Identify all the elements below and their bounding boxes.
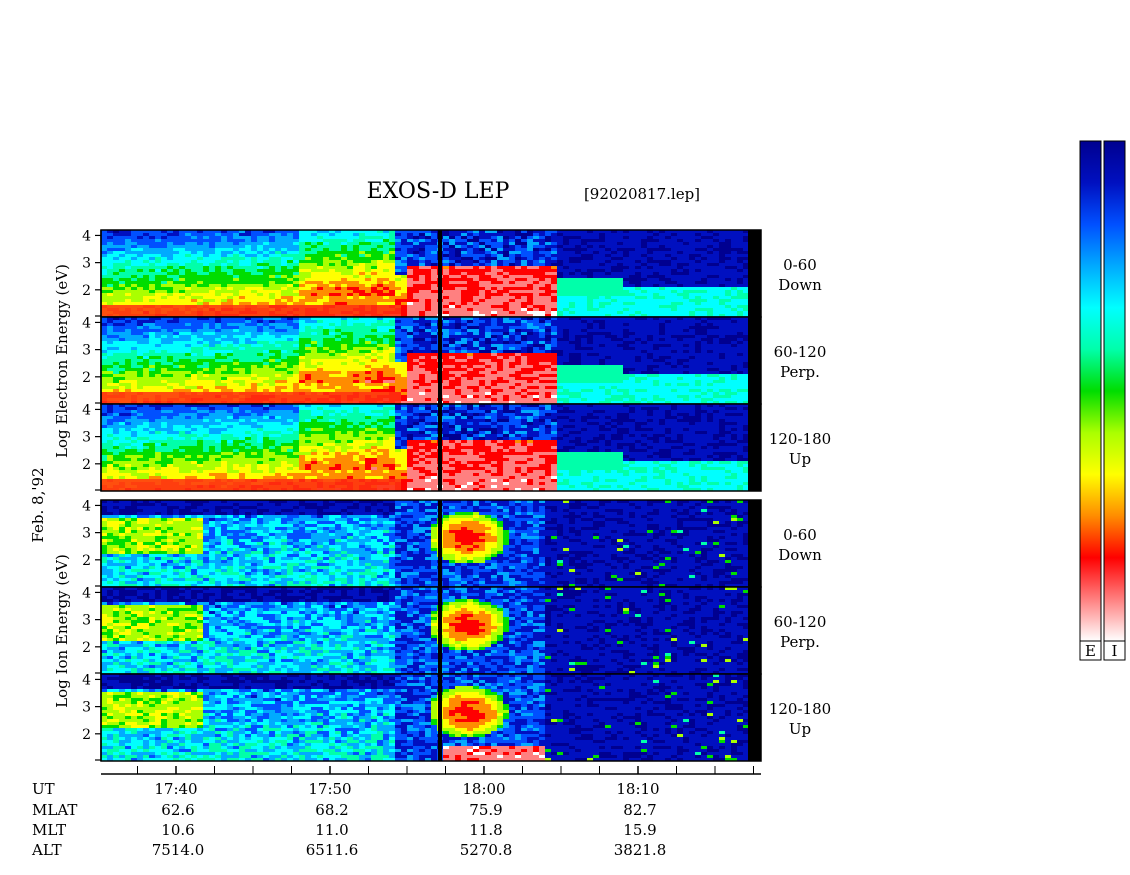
no-data-strip <box>748 404 761 491</box>
no-data-strip <box>748 230 761 317</box>
spectrogram-panel-1 <box>100 229 762 318</box>
ephemeris-value: 82.7 <box>623 801 656 819</box>
pitch-range-label: 60-120 <box>774 613 827 631</box>
ephemeris-row-label: MLAT <box>32 801 77 819</box>
no-data-strip <box>748 674 761 761</box>
colorbar-E: E <box>1079 140 1102 661</box>
spectrogram-panel-5 <box>100 586 762 675</box>
x-tick-label: 17:40 <box>154 780 197 798</box>
ephemeris-value: 75.9 <box>469 801 502 819</box>
no-data-strip <box>748 317 761 404</box>
ephemeris-value: 6511.6 <box>306 841 359 859</box>
pitch-range-label: 120-180 <box>769 430 831 448</box>
spectrogram-panel-2 <box>100 316 762 405</box>
data-gap-line <box>438 230 442 317</box>
colorbar-I: I <box>1103 140 1126 661</box>
ephemeris-value: 62.6 <box>161 801 194 819</box>
ephemeris-table: UT 17:40 17:50 18:00 18:10 MLAT 62.6 68.2 75.9 82… <box>31 780 666 859</box>
y-tick-label: 3 <box>82 256 91 272</box>
y-axis-2: 2 3 4 <box>82 315 102 404</box>
x-ticks <box>137 766 754 774</box>
file-name: [92020817.lep] <box>584 185 700 203</box>
low-energy-band <box>101 392 401 404</box>
colorbar-label: E <box>1085 642 1096 660</box>
pitch-direction-label: Perp. <box>780 633 820 651</box>
y-tick-label: 3 <box>82 700 91 716</box>
no-data-strip <box>748 587 761 674</box>
data-gap-line <box>438 587 442 674</box>
y-axis-5: 2 3 4 <box>82 585 102 674</box>
y-tick-label: 3 <box>82 613 91 629</box>
y-tick-label: 4 <box>82 315 91 331</box>
y-tick-label: 2 <box>82 370 91 386</box>
ephemeris-value: 68.2 <box>315 801 348 819</box>
pitch-direction-label: Up <box>789 450 811 468</box>
y-tick-label: 2 <box>82 283 91 299</box>
low-energy-band <box>101 479 401 491</box>
y-tick-label: 3 <box>82 526 91 542</box>
y-axis-1: 2 3 4 <box>82 228 102 317</box>
x-tick-label: 18:10 <box>616 780 659 798</box>
ephemeris-row-label: ALT <box>31 841 62 859</box>
y-axis-6: 2 3 4 <box>82 672 102 761</box>
ephemeris-row-label: UT <box>32 780 55 798</box>
pitch-direction-label: Down <box>778 276 822 294</box>
electron-axis-label: Log Electron Energy (eV) <box>53 264 71 458</box>
no-data-strip <box>748 500 761 587</box>
colorbar-gradient <box>1103 140 1126 642</box>
pitch-range-label: 60-120 <box>774 343 827 361</box>
ephemeris-value: 5270.8 <box>460 841 513 859</box>
y-tick-label: 2 <box>82 553 91 569</box>
x-tick-label: 17:50 <box>308 780 351 798</box>
ephemeris-value: 10.6 <box>161 821 194 839</box>
pitch-direction-label: Perp. <box>780 363 820 381</box>
colorbar-label-box <box>1079 640 1102 661</box>
spectrogram-panel-4 <box>100 499 762 588</box>
colorbar-label: I <box>1112 642 1118 660</box>
colorbar-gradient <box>1079 140 1102 642</box>
y-tick-label: 2 <box>82 727 91 743</box>
ephemeris-value: 11.8 <box>469 821 502 839</box>
y-tick-label: 2 <box>82 640 91 656</box>
y-tick-label: 2 <box>82 457 91 473</box>
spectrogram-panel-6 <box>100 673 762 762</box>
y-tick-label: 3 <box>82 430 91 446</box>
panels <box>100 229 762 762</box>
y-tick-label: 4 <box>82 498 91 514</box>
spectrogram-panel-3 <box>100 403 762 492</box>
y-tick-label: 4 <box>82 672 91 688</box>
low-energy-band <box>101 305 401 317</box>
data-gap-line <box>438 500 442 587</box>
colorbar-label-box <box>1103 640 1126 661</box>
x-tick-label: 18:00 <box>462 780 505 798</box>
ephemeris-row-label: MLT <box>32 821 66 839</box>
ephemeris-value: 15.9 <box>623 821 656 839</box>
y-axis-4: 2 3 4 <box>82 498 102 587</box>
ephemeris-value: 11.0 <box>315 821 348 839</box>
y-axis-3: 2 3 4 <box>82 402 102 491</box>
pitch-range-label: 0-60 <box>783 256 817 274</box>
y-tick-label: 4 <box>82 402 91 418</box>
pitch-range-label: 0-60 <box>783 526 817 544</box>
ion-axis-label: Log Ion Energy (eV) <box>53 554 71 708</box>
y-axes: 2 3 4 2 3 4 2 3 4 2 3 4 2 3 4 2 3 4 <box>82 228 102 761</box>
y-tick-label: 4 <box>82 228 91 244</box>
pitch-range-label: 120-180 <box>769 700 831 718</box>
y-tick-label: 3 <box>82 343 91 359</box>
pitch-direction-label: Up <box>789 720 811 738</box>
ephemeris-value: 3821.8 <box>614 841 667 859</box>
data-gap-line <box>438 404 442 491</box>
pitch-labels: 0-60 Down 60-120 Perp. 120-180 Up 0-60 Down 60-1… <box>769 256 831 738</box>
data-gap-line <box>438 317 442 404</box>
y-tick-label: 4 <box>82 585 91 601</box>
pitch-direction-label: Down <box>778 546 822 564</box>
ephemeris-value: 7514.0 <box>152 841 205 859</box>
date-label: Feb. 8,'92 <box>29 467 47 542</box>
chart-title: EXOS-D LEP <box>367 179 510 204</box>
data-gap-line <box>438 674 442 761</box>
